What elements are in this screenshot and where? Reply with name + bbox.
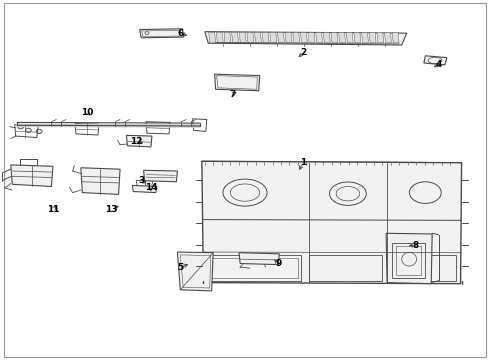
Bar	[309, 255, 382, 281]
Polygon shape	[144, 170, 177, 182]
Polygon shape	[362, 32, 368, 43]
Polygon shape	[424, 56, 447, 65]
Polygon shape	[215, 74, 260, 91]
Polygon shape	[177, 252, 213, 291]
Text: 3: 3	[138, 176, 144, 185]
Bar	[210, 258, 298, 278]
Text: 8: 8	[413, 241, 418, 250]
Polygon shape	[239, 253, 279, 265]
Text: 10: 10	[81, 108, 94, 117]
Text: 1: 1	[300, 158, 306, 167]
Bar	[396, 246, 421, 275]
Polygon shape	[202, 161, 462, 167]
Polygon shape	[386, 233, 432, 284]
Polygon shape	[262, 32, 269, 43]
Bar	[392, 243, 425, 278]
Polygon shape	[385, 32, 392, 43]
Polygon shape	[392, 32, 399, 43]
Polygon shape	[11, 165, 53, 186]
Polygon shape	[369, 32, 376, 43]
Text: 5: 5	[177, 263, 183, 272]
Polygon shape	[377, 32, 384, 43]
Polygon shape	[331, 32, 338, 43]
Polygon shape	[217, 32, 223, 43]
Polygon shape	[285, 32, 292, 43]
Polygon shape	[346, 32, 353, 43]
Text: 11: 11	[47, 205, 59, 214]
Text: 12: 12	[130, 137, 143, 146]
Polygon shape	[247, 32, 254, 43]
Bar	[206, 255, 301, 281]
Polygon shape	[140, 29, 184, 38]
Bar	[387, 255, 456, 281]
Polygon shape	[126, 135, 152, 147]
Polygon shape	[81, 168, 120, 194]
Polygon shape	[339, 32, 345, 43]
Circle shape	[18, 125, 24, 129]
Text: 13: 13	[105, 205, 118, 214]
Circle shape	[36, 129, 42, 134]
Polygon shape	[205, 32, 407, 45]
Text: 4: 4	[435, 60, 442, 69]
Text: 2: 2	[301, 48, 307, 57]
Polygon shape	[202, 161, 462, 284]
Polygon shape	[277, 32, 284, 43]
Polygon shape	[270, 32, 277, 43]
Polygon shape	[316, 32, 322, 43]
Polygon shape	[300, 32, 307, 43]
Polygon shape	[354, 32, 361, 43]
Text: 6: 6	[177, 29, 183, 38]
Polygon shape	[308, 32, 315, 43]
Polygon shape	[323, 32, 330, 43]
Text: 7: 7	[229, 90, 236, 99]
Polygon shape	[209, 32, 216, 43]
Polygon shape	[293, 32, 300, 43]
Polygon shape	[255, 32, 262, 43]
Text: 14: 14	[145, 184, 157, 193]
Circle shape	[25, 128, 31, 132]
Polygon shape	[224, 32, 231, 43]
Polygon shape	[132, 185, 157, 193]
Text: 9: 9	[275, 259, 282, 268]
Polygon shape	[239, 32, 246, 43]
Polygon shape	[232, 32, 239, 43]
